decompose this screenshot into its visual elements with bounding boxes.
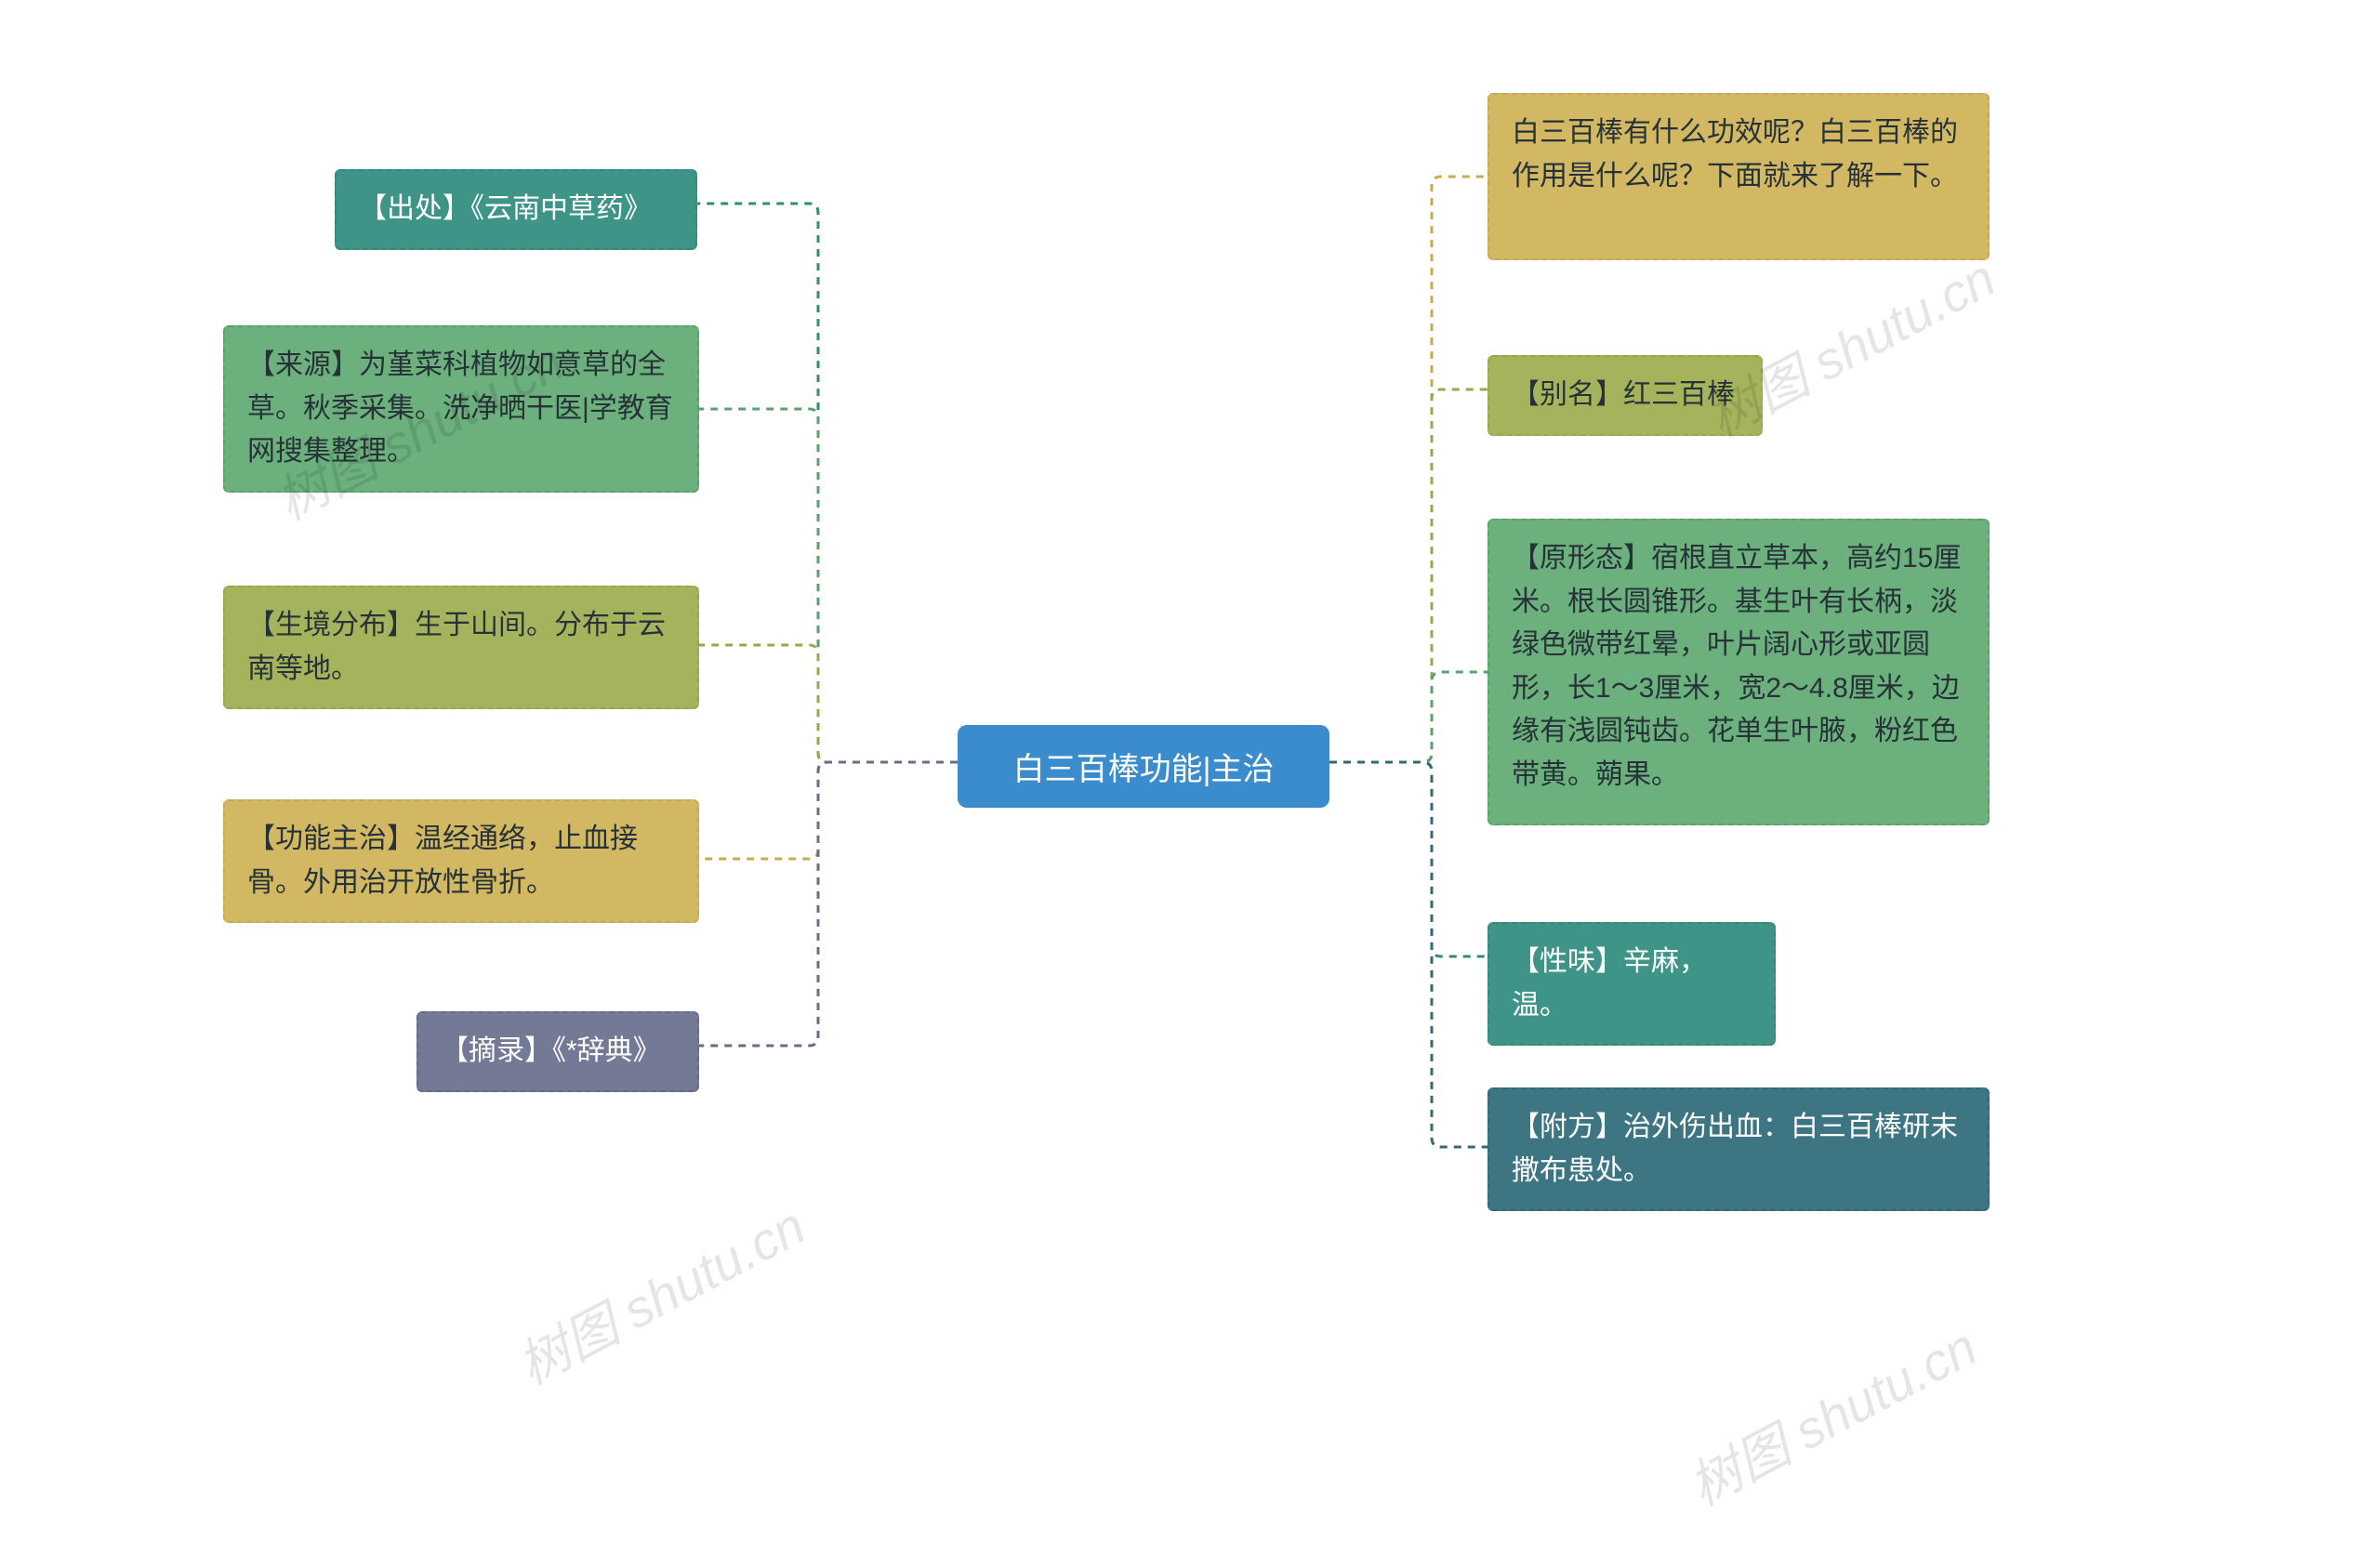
right-node-label: 【性味】辛麻，温。 bbox=[1512, 946, 1707, 1021]
mindmap-canvas: 白三百棒功能|主治 【出处】《云南中草药》【来源】为堇菜科植物如意草的全草。秋季采… bbox=[0, 0, 2380, 1542]
right-node-label: 【别名】红三百棒 bbox=[1512, 379, 1735, 410]
connector-path bbox=[699, 762, 958, 1046]
left-node-label: 【摘录】《*辞典》 bbox=[441, 1035, 661, 1066]
right-node: 白三百棒有什么功效呢？白三百棒的作用是什么呢？下面就来了解一下。 bbox=[1488, 93, 1990, 260]
connector-path bbox=[1329, 672, 1488, 762]
watermark-text: 树图 shutu.cn bbox=[1680, 1317, 1986, 1517]
watermark-text: 树图 shutu.cn bbox=[509, 1196, 814, 1396]
connector-path bbox=[699, 762, 958, 859]
left-node: 【来源】为堇菜科植物如意草的全草。秋季采集。洗净晒干医|学教育网搜集整理。 bbox=[223, 325, 699, 493]
right-node-label: 【原形态】宿根直立草本，高约15厘米。根长圆锥形。基生叶有长柄，淡绿色微带红晕，… bbox=[1512, 543, 1961, 790]
connector-path bbox=[1329, 762, 1488, 1147]
right-node-label: 白三百棒有什么功效呢？白三百棒的作用是什么呢？下面就来了解一下。 bbox=[1512, 117, 1958, 191]
left-node: 【摘录】《*辞典》 bbox=[416, 1011, 699, 1092]
connector-path bbox=[697, 204, 958, 762]
left-node-label: 【来源】为堇菜科植物如意草的全草。秋季采集。洗净晒干医|学教育网搜集整理。 bbox=[247, 349, 673, 467]
left-node-label: 【功能主治】温经通络，止血接骨。外用治开放性骨折。 bbox=[247, 824, 638, 898]
connector-path bbox=[1329, 389, 1488, 762]
right-node: 【性味】辛麻，温。 bbox=[1488, 922, 1776, 1046]
right-node-label: 【附方】治外伤出血：白三百棒研末撒布患处。 bbox=[1512, 1112, 1958, 1186]
left-node-label: 【生境分布】生于山间。分布于云南等地。 bbox=[247, 610, 666, 684]
connector-path bbox=[699, 409, 958, 762]
left-node: 【生境分布】生于山间。分布于云南等地。 bbox=[223, 586, 699, 709]
left-node-label: 【出处】《云南中草药》 bbox=[359, 193, 652, 224]
connector-path bbox=[1329, 177, 1488, 762]
left-node: 【功能主治】温经通络，止血接骨。外用治开放性骨折。 bbox=[223, 799, 699, 923]
center-node: 白三百棒功能|主治 bbox=[958, 725, 1329, 808]
right-node: 【原形态】宿根直立草本，高约15厘米。根长圆锥形。基生叶有长柄，淡绿色微带红晕，… bbox=[1488, 519, 1990, 825]
right-node: 【别名】红三百棒 bbox=[1488, 355, 1763, 436]
connector-path bbox=[1329, 762, 1488, 956]
right-node: 【附方】治外伤出血：白三百棒研末撒布患处。 bbox=[1488, 1087, 1990, 1211]
watermark: 树图 shutu.cn bbox=[1674, 1306, 1989, 1521]
watermark: 树图 shutu.cn bbox=[503, 1185, 817, 1400]
center-node-label: 白三百棒功能|主治 bbox=[1013, 752, 1275, 787]
left-node: 【出处】《云南中草药》 bbox=[335, 169, 697, 250]
connector-path bbox=[699, 645, 958, 762]
